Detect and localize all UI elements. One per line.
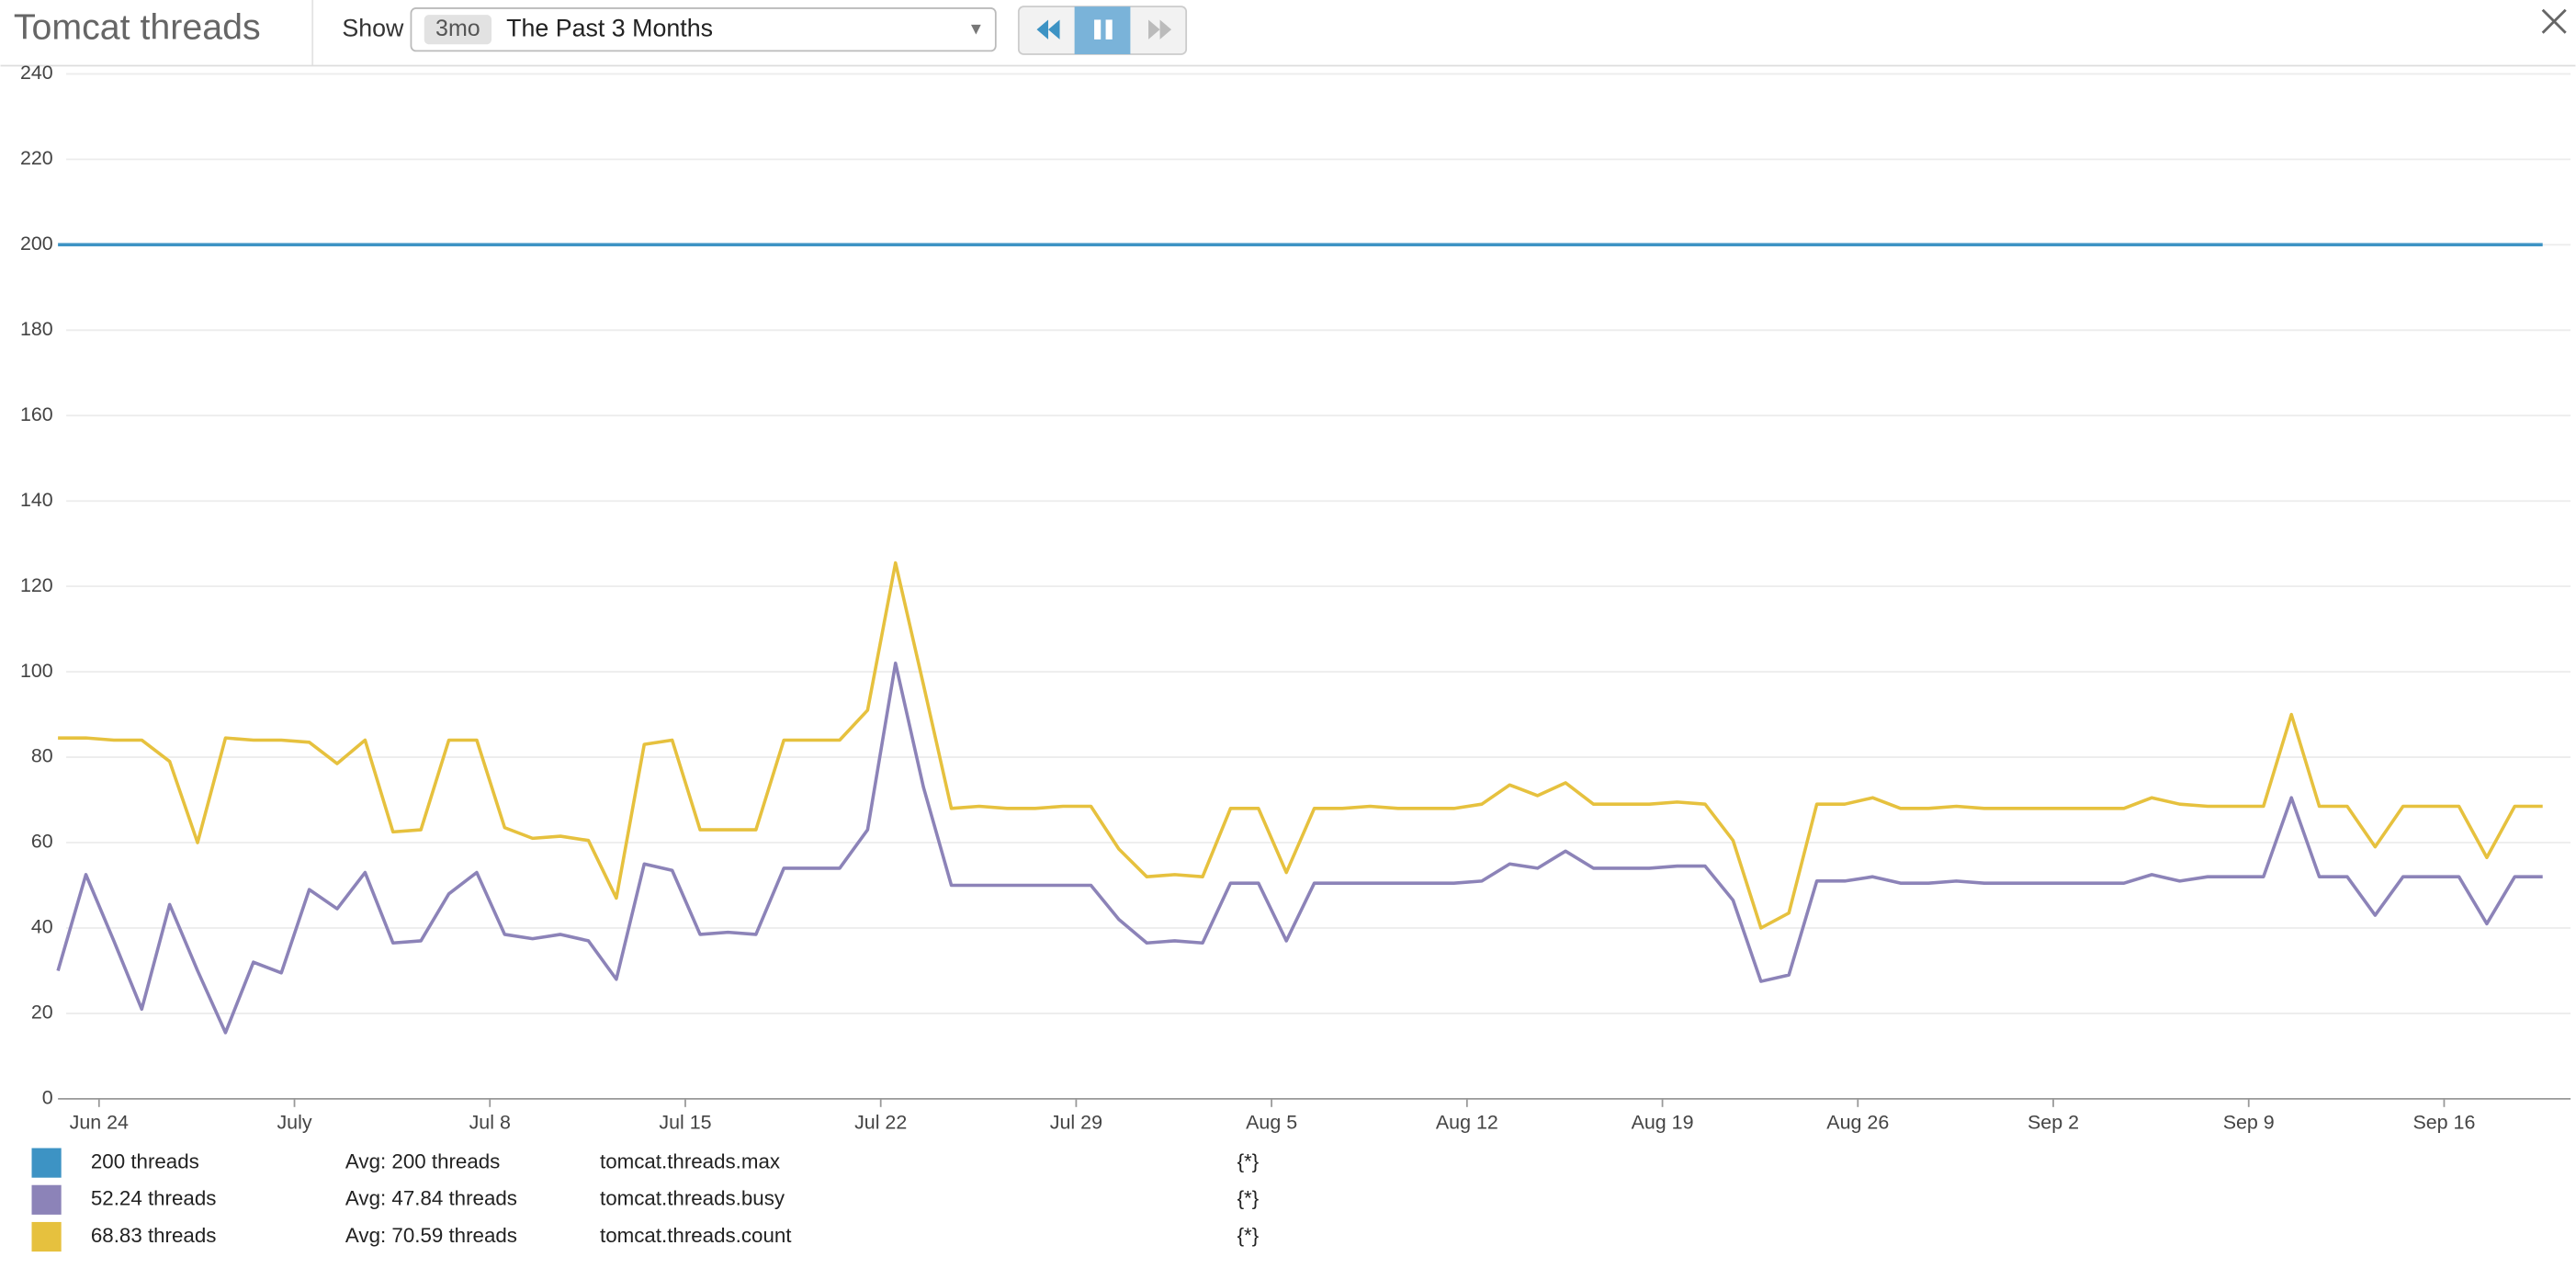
- pause-button[interactable]: [1074, 6, 1131, 54]
- close-button[interactable]: [2541, 8, 2567, 34]
- y-tick-label: 160: [20, 403, 53, 425]
- y-tick-label: 220: [20, 147, 53, 169]
- y-tick-label: 100: [20, 660, 53, 682]
- forward-icon: [1148, 19, 1172, 40]
- x-tick-label: Aug 12: [1436, 1111, 1498, 1133]
- playback: [1017, 6, 1188, 55]
- legend-swatch: [31, 1184, 62, 1215]
- x-tick-label: Sep 9: [2223, 1111, 2275, 1133]
- y-tick-label: 180: [20, 318, 53, 340]
- x-tick-label: Aug 5: [1246, 1111, 1297, 1133]
- range-badge: 3mo: [435, 16, 480, 41]
- legend-avg: Avg: 47.84 threads: [345, 1187, 517, 1210]
- legend-current: 52.24 threads: [91, 1187, 217, 1210]
- x-tick-label: Aug 26: [1826, 1111, 1889, 1133]
- y-tick-label: 60: [31, 831, 53, 853]
- range-text: The Past 3 Months: [506, 14, 713, 41]
- legend-scope: {*}: [1237, 1224, 1260, 1247]
- legend-name: tomcat.threads.busy: [600, 1187, 785, 1210]
- forward-button[interactable]: [1148, 19, 1172, 40]
- y-tick-label: 120: [20, 574, 53, 596]
- show-label: Show: [342, 14, 404, 41]
- y-tick-label: 20: [31, 1002, 53, 1024]
- x-tick-label: Sep 2: [2028, 1111, 2079, 1133]
- pause-icon: [1094, 19, 1102, 40]
- legend-swatch: [31, 1221, 62, 1252]
- y-tick-label: 80: [31, 745, 53, 767]
- y-tick-label: 140: [20, 489, 53, 511]
- rewind-button[interactable]: [1036, 19, 1060, 40]
- legend-scope: {*}: [1237, 1150, 1260, 1173]
- y-tick-label: 200: [20, 232, 53, 255]
- legend-name: tomcat.threads.max: [600, 1150, 780, 1173]
- rewind-icon: [1036, 19, 1060, 40]
- series-line: [56, 662, 2543, 1035]
- legend-current: 200 threads: [91, 1150, 199, 1173]
- x-tick-label: Jul 15: [659, 1111, 711, 1133]
- x-tick-label: Jul 22: [854, 1111, 907, 1133]
- y-tick-label: 0: [42, 1087, 53, 1109]
- x-tick-label: July: [277, 1111, 311, 1133]
- series-line: [58, 560, 2543, 930]
- pause-icon: [1105, 19, 1113, 40]
- legend-current: 68.83 threads: [91, 1224, 217, 1247]
- y-tick-label: 240: [20, 62, 53, 84]
- legend-avg: Avg: 70.59 threads: [345, 1224, 517, 1247]
- legend-avg: Avg: 200 threads: [345, 1150, 500, 1173]
- y-tick-label: 40: [31, 916, 53, 938]
- dropdown-arrow: [971, 24, 981, 35]
- panel-title: Tomcat threads: [14, 7, 261, 48]
- select-box[interactable]: [410, 7, 997, 52]
- x-tick-label: Aug 19: [1632, 1111, 1694, 1133]
- x-tick-label: Sep 16: [2412, 1111, 2475, 1133]
- legend-name: tomcat.threads.count: [600, 1224, 792, 1247]
- x-tick-label: Jul 8: [469, 1111, 511, 1133]
- badge-bg: [424, 15, 492, 45]
- x-tick-label: Jul 29: [1050, 1111, 1102, 1133]
- range-select[interactable]: 3mo The Past 3 Months: [410, 7, 997, 52]
- x-tick-label: Jun 24: [70, 1111, 129, 1133]
- legend-swatch: [31, 1148, 62, 1178]
- legend-scope: {*}: [1237, 1187, 1260, 1210]
